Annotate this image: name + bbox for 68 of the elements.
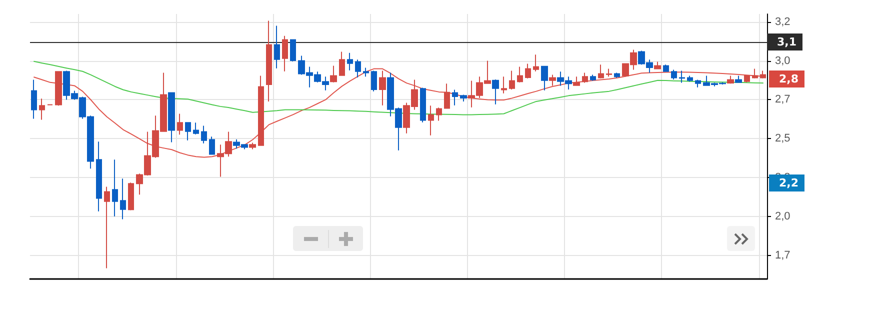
candlestick: [492, 78, 499, 105]
candlestick: [436, 107, 442, 122]
candlestick: [379, 70, 386, 106]
candlestick: [460, 94, 467, 102]
candlestick: [744, 75, 750, 83]
candlestick: [549, 74, 556, 86]
candlestick: [573, 76, 580, 86]
candlestick: [428, 105, 434, 136]
line-series: [34, 60, 764, 116]
candlestick: [330, 65, 337, 83]
candlestick: [582, 72, 588, 84]
candlestick: [112, 159, 118, 217]
candlestick: [249, 142, 256, 150]
candlestick: [517, 66, 523, 83]
y-tick-label: 2,0: [775, 210, 790, 223]
candlestick: [290, 39, 296, 62]
y-tick-label: 3,2: [775, 16, 790, 28]
candlestick: [347, 52, 353, 71]
ref-line-label: 3,1: [777, 36, 796, 49]
candlestick: [31, 79, 37, 120]
y-tick-label: 3,0: [775, 54, 790, 67]
candlestick: [752, 68, 758, 79]
candlestick: [727, 75, 734, 84]
candlestick: [525, 63, 531, 79]
candlestick: [501, 76, 507, 94]
candlestick: [266, 20, 272, 102]
y-tick-label: 2,7: [775, 94, 790, 106]
candlestick: [606, 68, 612, 78]
candlestick: [590, 74, 596, 82]
candlestick: [371, 70, 377, 92]
candlestick: [420, 87, 426, 123]
candlestick: [541, 66, 548, 91]
candlestick: [533, 54, 539, 72]
candlestick: [671, 69, 677, 80]
candlestick: [679, 70, 685, 84]
candlestick: [274, 25, 280, 69]
candlestick: [663, 64, 669, 72]
candlestick: [96, 141, 102, 212]
candlestick: [258, 75, 264, 146]
candlestick: [39, 98, 45, 120]
candlestick: [452, 89, 458, 106]
candlestick: [598, 64, 604, 79]
candlestick: [185, 122, 191, 141]
y-tick-label: 2,5: [775, 132, 790, 145]
candlestick: [687, 75, 693, 82]
candlestick: [695, 79, 701, 88]
candlestick: [209, 136, 215, 155]
candlestick: [201, 125, 207, 144]
candlestick: [355, 59, 361, 78]
candlestick: [363, 67, 369, 78]
text: 2,2: [779, 176, 798, 190]
candlestick: [614, 72, 620, 78]
candlestick: [168, 92, 175, 143]
candlestick: [120, 178, 126, 220]
candlestick: [760, 70, 766, 79]
candlestick: [444, 83, 450, 109]
candlestick: [193, 122, 199, 135]
candlestick: [509, 70, 515, 90]
text: 2,8: [779, 72, 798, 86]
candlestick: [735, 75, 742, 83]
candlestick: [339, 51, 345, 76]
candlestick: [128, 182, 134, 211]
candlestick: [654, 61, 661, 70]
candlestick: [55, 71, 62, 106]
candlestick: [282, 35, 288, 72]
candlestick: [177, 113, 183, 136]
candlestick: [104, 186, 110, 269]
y-tick-label: 1,7: [775, 250, 790, 262]
